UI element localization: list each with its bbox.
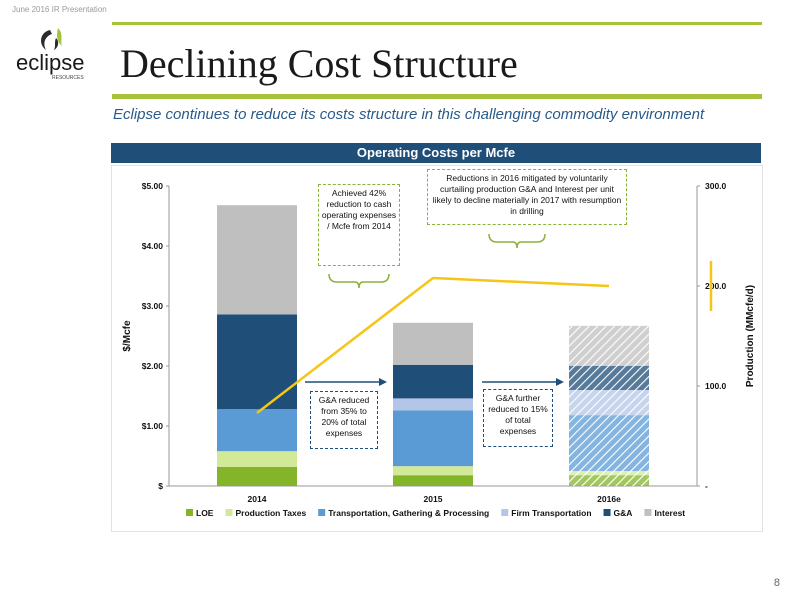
x-tick-label: 2016e: [597, 494, 621, 504]
ga-arrow-2-head: [556, 378, 564, 386]
callout-42pct-reduction: Achieved 42% reduction to cash operating…: [318, 184, 400, 266]
operating-costs-chart: $ $1.00 $2.00 $3.00 $4.00 $5.00 - 100.0 200.0 300…: [122, 181, 756, 518]
y-tick-label: $: [158, 481, 163, 491]
bar-hatch-transportation-gathering-processing-2016e: [569, 415, 649, 471]
page-subtitle: Eclipse continues to reduce its costs st…: [113, 106, 705, 123]
legend-label-interest: Interest: [654, 508, 685, 518]
callout-ga-further-reduced: G&A further reduced to 15% of total expe…: [483, 389, 553, 447]
y2-tick-label: 100.0: [705, 381, 727, 391]
page-title: Declining Cost Structure: [120, 41, 518, 86]
y-tick-label: $1.00: [142, 421, 164, 431]
bar-production-taxes-2014: [217, 451, 297, 467]
legend-swatch-production-taxes: [225, 509, 233, 516]
y-tick-label: $2.00: [142, 361, 164, 371]
legend-swatch-interest: [644, 509, 652, 516]
legend-swatch-loe: [186, 509, 193, 516]
chart-banner: Operating Costs per Mcfe: [111, 143, 761, 163]
legend-label-production-taxes: Production Taxes: [235, 508, 306, 518]
svg-text:eclipse: eclipse: [16, 50, 84, 75]
callout-2016-reductions: Reductions in 2016 mitigated by voluntar…: [427, 169, 627, 225]
legend-label-g-a: G&A: [614, 508, 633, 518]
legend-label-loe: LOE: [196, 508, 214, 518]
bar-firm-transportation-2015: [393, 398, 473, 411]
y-tick-label: $4.00: [142, 241, 164, 251]
y2-tick-label: 300.0: [705, 181, 727, 191]
page-number: 8: [773, 577, 780, 589]
bar-transportation-gathering-processing-2014: [217, 409, 297, 452]
bar-loe-2014: [217, 466, 297, 486]
x-tick-label: 2014: [248, 494, 267, 504]
bar-interest-2014: [217, 205, 297, 315]
ga-arrow-1-head: [379, 378, 387, 386]
brace-2016: [488, 233, 546, 249]
legend-swatch-g-a: [603, 509, 611, 516]
legend-swatch-transportation-gathering-processing: [318, 509, 326, 516]
chart-area: $ $1.00 $2.00 $3.00 $4.00 $5.00 - 100.0 200.0 300…: [111, 165, 763, 532]
production-line: [256, 276, 610, 414]
legend-swatch-firm-transportation: [501, 509, 509, 516]
y2-axis-label: Production (MMcfe/d): [745, 285, 756, 387]
y-tick-label: $3.00: [142, 301, 164, 311]
callout-ga-reduced: G&A reduced from 35% to 20% of total exp…: [310, 391, 378, 449]
bar-g-a-2014: [217, 314, 297, 410]
bar-production-taxes-2015: [393, 466, 473, 476]
bar-hatch-g-a-2016e: [569, 366, 649, 390]
brace-2014: [328, 273, 390, 289]
y-axis-label: $/Mcfe: [122, 320, 133, 352]
bar-hatch-production-taxes-2016e: [569, 471, 649, 476]
y-tick-label: $5.00: [142, 181, 164, 191]
bar-g-a-2015: [393, 364, 473, 399]
y2-tick-label: -: [705, 481, 708, 491]
y2-tick-label: 200.0: [705, 281, 727, 291]
bar-hatch-interest-2016e: [569, 325, 649, 366]
bar-transportation-gathering-processing-2015: [393, 410, 473, 467]
svg-text:RESOURCES: RESOURCES: [52, 75, 84, 81]
legend-label-transportation-gathering-processing: Transportation, Gathering & Processing: [328, 508, 489, 518]
bar-loe-2015: [393, 475, 473, 486]
bar-hatch-firm-transportation-2016e: [569, 390, 649, 416]
x-tick-label: 2015: [424, 494, 443, 504]
legend-label-firm-transportation: Firm Transportation: [511, 508, 591, 518]
bar-interest-2015: [393, 322, 473, 365]
title-rule: [112, 94, 762, 99]
eclipse-logo: eclipse RESOURCES: [12, 24, 102, 84]
bar-hatch-loe-2016e: [569, 475, 649, 486]
top-rule: [112, 22, 762, 25]
presentation-label: June 2016 IR Presentation: [12, 5, 107, 14]
